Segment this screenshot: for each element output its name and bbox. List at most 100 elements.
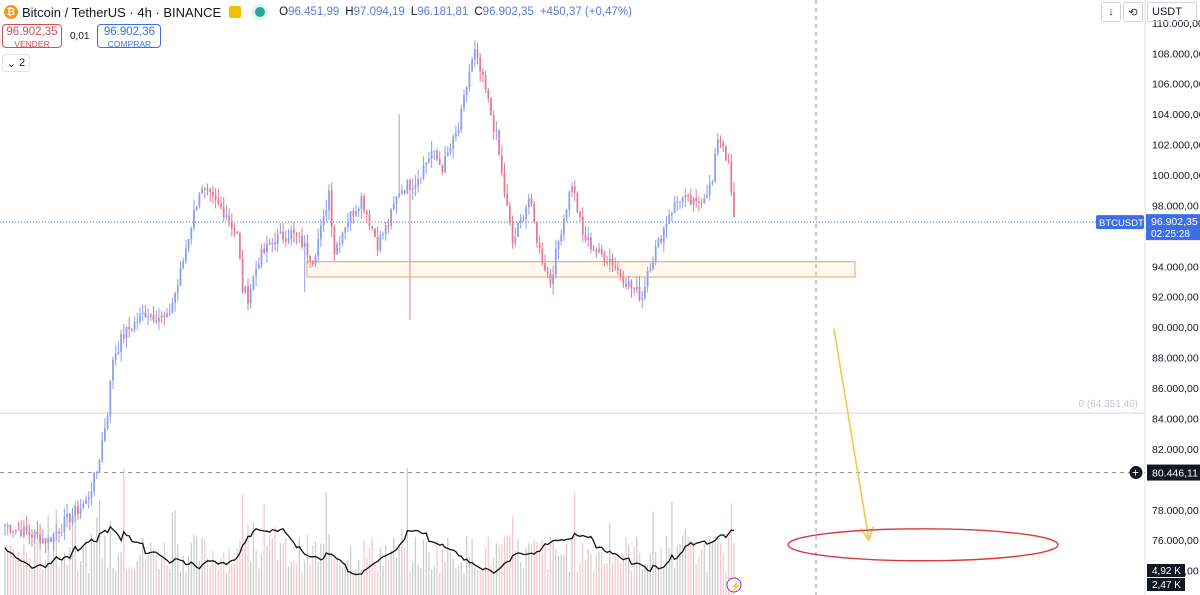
price-axis[interactable] bbox=[1145, 0, 1200, 595]
annotation-ellipse[interactable] bbox=[787, 528, 1059, 562]
candle-body bbox=[247, 286, 249, 304]
volume-bar bbox=[150, 542, 152, 595]
volume-bar bbox=[20, 557, 22, 595]
candle-body bbox=[652, 261, 654, 270]
volume-tag bbox=[1147, 578, 1185, 591]
volume-bar bbox=[58, 566, 60, 595]
trade-panel: 96.902,35 VENDER 0,01 96.902,36 COMPRAR bbox=[0, 24, 162, 49]
candle-body bbox=[590, 237, 592, 250]
volume-bar bbox=[563, 554, 565, 595]
candle-body bbox=[506, 193, 509, 206]
candle-body bbox=[428, 158, 430, 163]
volume-bar bbox=[66, 564, 68, 595]
candle-body bbox=[538, 242, 541, 249]
volume-ma-line bbox=[4, 525, 735, 576]
flag-icon[interactable] bbox=[229, 6, 242, 18]
ohlc-readout: O96.451,99 H97.094,19 L96.181,81 C96.902… bbox=[279, 6, 632, 18]
candle-body bbox=[55, 531, 58, 534]
add-alert-icon[interactable] bbox=[1129, 466, 1143, 480]
volume-bar bbox=[74, 501, 76, 595]
volume-bar bbox=[485, 547, 487, 595]
candle-body bbox=[714, 153, 716, 182]
volume-bar bbox=[620, 562, 622, 595]
volume-bar bbox=[444, 560, 446, 595]
scroll-down-button[interactable]: ↓ bbox=[1101, 2, 1121, 22]
candle-body bbox=[4, 525, 6, 527]
reload-button[interactable]: ⟲ bbox=[1123, 2, 1143, 22]
volume-bar bbox=[506, 535, 508, 595]
crosshair-price-tag bbox=[1147, 464, 1200, 481]
volume-bar bbox=[344, 562, 346, 595]
volume-bar bbox=[390, 550, 392, 595]
volume-bar bbox=[638, 552, 641, 595]
candle-body bbox=[471, 59, 473, 72]
candle-body bbox=[476, 49, 479, 58]
candle-body bbox=[425, 162, 428, 166]
candle-body bbox=[90, 491, 93, 498]
volume-bar bbox=[498, 545, 500, 595]
candle-body bbox=[368, 214, 371, 227]
volume-bar bbox=[414, 536, 416, 595]
candle-body bbox=[187, 239, 190, 249]
volume-bar bbox=[692, 542, 695, 595]
annotation-arrow[interactable] bbox=[833, 328, 870, 541]
volume-bar bbox=[576, 572, 578, 595]
volume-bar bbox=[404, 548, 406, 595]
candle-body bbox=[271, 242, 274, 245]
volume-bar bbox=[722, 553, 724, 595]
indicator-toggle-button[interactable]: ⌄ 2 bbox=[2, 54, 30, 72]
volume-bar bbox=[617, 554, 619, 595]
chevron-down-icon: ⌄ bbox=[6, 57, 17, 70]
symbol-title[interactable]: Bitcoin / TetherUS · 4h · BINANCE bbox=[22, 4, 222, 20]
candle-body bbox=[214, 195, 217, 200]
candle-body bbox=[703, 197, 706, 204]
candle-body bbox=[136, 321, 139, 323]
volume-bar bbox=[304, 560, 306, 595]
volume-bar bbox=[285, 537, 287, 595]
candle-body bbox=[220, 203, 222, 208]
candle-body bbox=[584, 234, 587, 241]
candle-body bbox=[6, 525, 9, 527]
volume-bar bbox=[177, 544, 179, 595]
candle-body bbox=[441, 164, 444, 173]
candle-body bbox=[298, 235, 301, 237]
volume-bar bbox=[90, 533, 92, 595]
buy-button[interactable]: 96.902,36 COMPRAR bbox=[97, 24, 162, 49]
volume-bar bbox=[449, 552, 452, 595]
volume-bar bbox=[247, 524, 249, 595]
volume-bar bbox=[714, 536, 716, 595]
volume-tag bbox=[1147, 564, 1185, 577]
candle-body bbox=[579, 211, 581, 217]
sell-button[interactable]: 96.902,35 VENDER bbox=[2, 24, 62, 49]
volume-bar bbox=[719, 542, 722, 595]
lightning-icon[interactable] bbox=[726, 577, 742, 593]
volume-bar bbox=[671, 501, 673, 595]
volume-bar bbox=[117, 553, 119, 595]
volume-bar bbox=[112, 568, 114, 595]
volume-bar bbox=[647, 565, 649, 595]
currency-selector[interactable]: USDT bbox=[1147, 2, 1197, 22]
volume-bar bbox=[668, 548, 670, 595]
volume-bar bbox=[725, 572, 727, 595]
candle-body bbox=[320, 225, 322, 240]
volume-bar bbox=[287, 566, 290, 595]
candle-body bbox=[698, 201, 700, 203]
candle-body bbox=[158, 317, 160, 322]
crosshair-price-value: 80.446,11 bbox=[1152, 468, 1198, 480]
volume-bar bbox=[107, 567, 109, 595]
candle-body bbox=[338, 243, 341, 245]
candle-body bbox=[239, 233, 241, 260]
candle-body bbox=[563, 218, 565, 235]
volume-bar bbox=[179, 571, 182, 595]
volume-bar bbox=[277, 560, 279, 595]
candle-body bbox=[679, 201, 681, 203]
candle-body bbox=[322, 215, 325, 226]
candle-body bbox=[50, 537, 52, 543]
buy-price: 96.902,36 bbox=[103, 26, 156, 38]
volume-bar bbox=[514, 550, 516, 595]
candle-body bbox=[668, 215, 671, 224]
candle-body bbox=[74, 506, 77, 516]
support-zone[interactable] bbox=[306, 261, 856, 278]
volume-bar bbox=[328, 534, 330, 595]
